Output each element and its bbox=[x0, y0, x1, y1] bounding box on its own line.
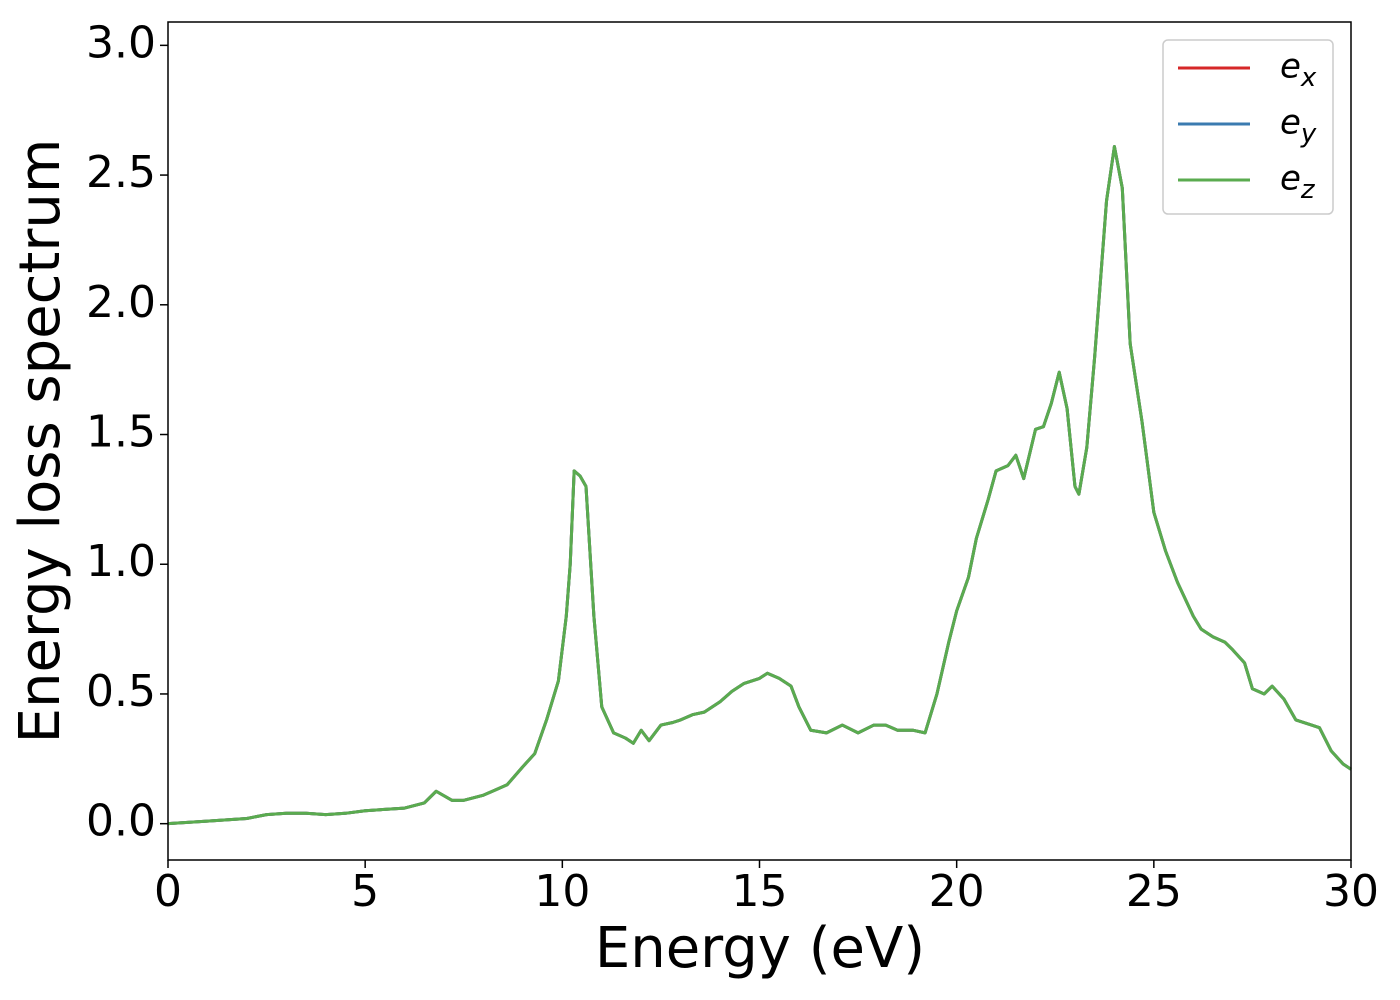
x-tick-label: 5 bbox=[351, 866, 379, 917]
legend-box bbox=[1162, 39, 1334, 215]
y-tick-label: 1.0 bbox=[86, 536, 156, 587]
x-tick-label: 15 bbox=[732, 866, 788, 917]
y-tick-label: 0.5 bbox=[86, 666, 156, 717]
y-tick-label: 1.5 bbox=[86, 407, 156, 458]
x-tick-label: 10 bbox=[534, 866, 590, 917]
line-series bbox=[167, 145, 1352, 826]
y-tick-label: 2.5 bbox=[86, 147, 156, 198]
x-tick-label: 30 bbox=[1323, 866, 1379, 917]
y-tick-label: 2.0 bbox=[86, 277, 156, 328]
y-axis-label: Energy loss spectrum bbox=[8, 139, 73, 744]
plot-frame bbox=[167, 21, 1352, 861]
x-axis-label: Energy (eV) bbox=[595, 916, 925, 981]
x-tick-label: 20 bbox=[929, 866, 985, 917]
x-tick-label: 25 bbox=[1126, 866, 1182, 917]
y-tick-label: 3.0 bbox=[86, 17, 156, 68]
line-series bbox=[167, 145, 1352, 826]
y-tick-label: 0.0 bbox=[86, 796, 156, 847]
x-tick-label: 0 bbox=[154, 866, 182, 917]
line-series bbox=[167, 145, 1352, 826]
